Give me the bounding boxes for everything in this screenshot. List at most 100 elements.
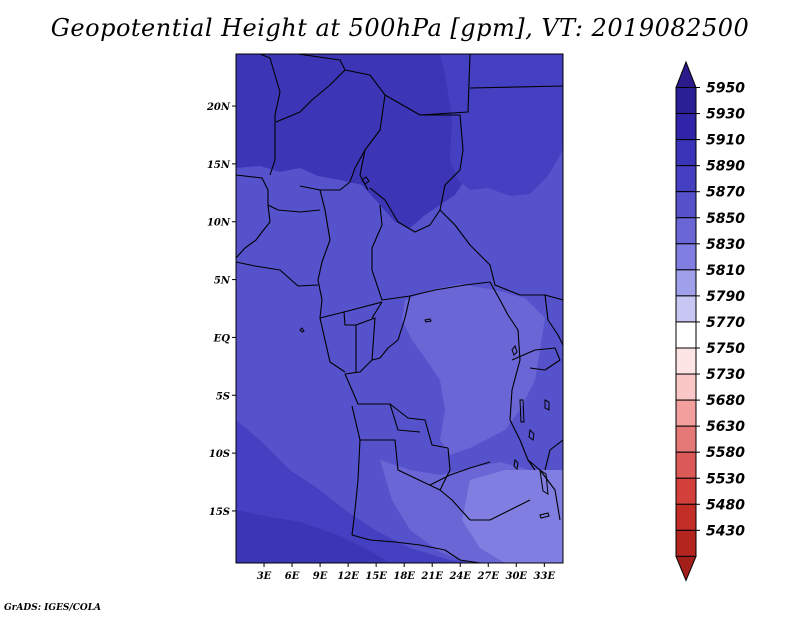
y-tick-label: 5N	[214, 276, 231, 287]
lake-outline	[299, 327, 305, 333]
colorbar-box	[675, 347, 697, 375]
colorbar-label: 5630	[706, 419, 745, 435]
country-border	[470, 499, 531, 521]
field-low-center	[402, 284, 545, 455]
y-tick-label: 15N	[207, 160, 231, 171]
grads-footer: GrADS: IGES/COLA	[4, 603, 102, 613]
x-tick-label: 33E	[534, 571, 556, 582]
lake-outline	[539, 512, 550, 519]
x-tick-label: 27E	[476, 571, 499, 582]
colorbar-box	[675, 477, 697, 505]
x-tick-label: 6E	[285, 571, 300, 582]
country-border	[371, 295, 411, 361]
country-border	[439, 447, 451, 491]
colorbar-box	[675, 217, 697, 245]
x-tick-label: 18E	[393, 571, 415, 582]
country-border	[299, 149, 366, 191]
country-border	[344, 373, 449, 449]
colorbar-box	[675, 87, 697, 115]
x-tick-label: 21E	[420, 571, 443, 582]
colorbar-label: 5850	[706, 211, 745, 227]
country-border	[236, 174, 271, 259]
country-border	[384, 94, 464, 171]
lake-outline	[528, 428, 535, 441]
colorbar-label: 5530	[706, 471, 745, 487]
colorbar-box	[675, 269, 697, 297]
colorbar-label: 5950	[706, 81, 745, 97]
country-border	[267, 204, 321, 213]
country-border	[259, 54, 281, 176]
field-high-northeast	[440, 54, 563, 196]
country-border	[511, 347, 561, 371]
colorbar-label: 5480	[706, 497, 745, 513]
colorbar-box	[675, 139, 697, 167]
colorbar-label: 5580	[706, 445, 745, 461]
country-border	[509, 419, 536, 471]
colorbar-box	[675, 503, 697, 531]
x-tick-label: 15E	[365, 571, 387, 582]
colorbar-box	[675, 165, 697, 193]
lake-outline	[539, 468, 549, 495]
country-border	[469, 85, 563, 89]
country-border	[360, 439, 471, 521]
colorbar-label: 5790	[706, 289, 745, 305]
country-border	[444, 549, 481, 563]
colorbar-box	[675, 425, 697, 453]
country-border	[429, 461, 491, 486]
lake-outline	[519, 399, 525, 423]
lake-outline	[511, 344, 518, 356]
lake-outline	[361, 176, 370, 185]
map-plot-area	[235, 53, 564, 564]
y-tick-label: 20N	[206, 102, 231, 113]
country-border	[351, 405, 361, 536]
lake-outline	[513, 458, 519, 471]
colorbar-label: 5810	[706, 263, 745, 279]
y-tick-label: EQ	[213, 333, 231, 344]
colorbar-label: 5890	[706, 159, 745, 175]
y-tick-label: 5S	[216, 391, 230, 402]
colorbar-bottom-arrow	[675, 555, 697, 582]
country-border	[489, 281, 521, 421]
colorbar-label: 5680	[706, 393, 745, 409]
field-lower-east	[462, 470, 563, 563]
country-borders	[236, 54, 563, 563]
colorbar-label: 5830	[706, 237, 745, 253]
x-axis: 3E 6E 9E 12E 15E 18E 21E 24E 27E 30E 33E	[257, 563, 556, 582]
country-border	[439, 209, 563, 301]
plot-frame	[235, 53, 564, 564]
y-tick-label: 15S	[209, 507, 230, 518]
x-tick-label: 24E	[448, 571, 471, 582]
shaded-field	[236, 54, 563, 563]
colorbar-box	[675, 295, 697, 323]
country-border	[344, 69, 386, 191]
colorbar-label: 5870	[706, 185, 745, 201]
lake-outline	[424, 318, 432, 323]
colorbar-label: 5750	[706, 341, 745, 357]
y-tick-label: 10S	[209, 449, 230, 460]
country-border	[351, 534, 446, 551]
chart-title: Geopotential Height at 500hPa [gpm], VT:…	[50, 14, 750, 42]
colorbar-box	[675, 113, 697, 141]
lakes	[299, 176, 550, 519]
colorbar-top-arrow	[675, 60, 697, 88]
colorbar: 5950 5930 5910 5890 5870 5850 5830 5810 5790 5770…	[675, 60, 745, 582]
colorbar-box	[675, 529, 697, 557]
country-border	[343, 311, 357, 372]
colorbar-box	[675, 373, 697, 401]
colorbar-box	[675, 399, 697, 427]
x-tick-label: 9E	[313, 571, 328, 582]
country-border	[371, 301, 383, 319]
colorbar-label: 5910	[706, 133, 745, 149]
lake-outline	[544, 399, 550, 411]
colorbar-label: 5930	[706, 107, 745, 123]
x-tick-label: 30E	[506, 571, 528, 582]
colorbar-label: 5730	[706, 367, 745, 383]
country-border	[236, 261, 319, 287]
country-border	[369, 169, 461, 233]
colorbar-box	[675, 243, 697, 271]
x-tick-label: 3E	[257, 571, 272, 582]
country-border	[544, 439, 563, 471]
country-border	[371, 204, 491, 301]
y-tick-label: 10N	[207, 218, 231, 229]
